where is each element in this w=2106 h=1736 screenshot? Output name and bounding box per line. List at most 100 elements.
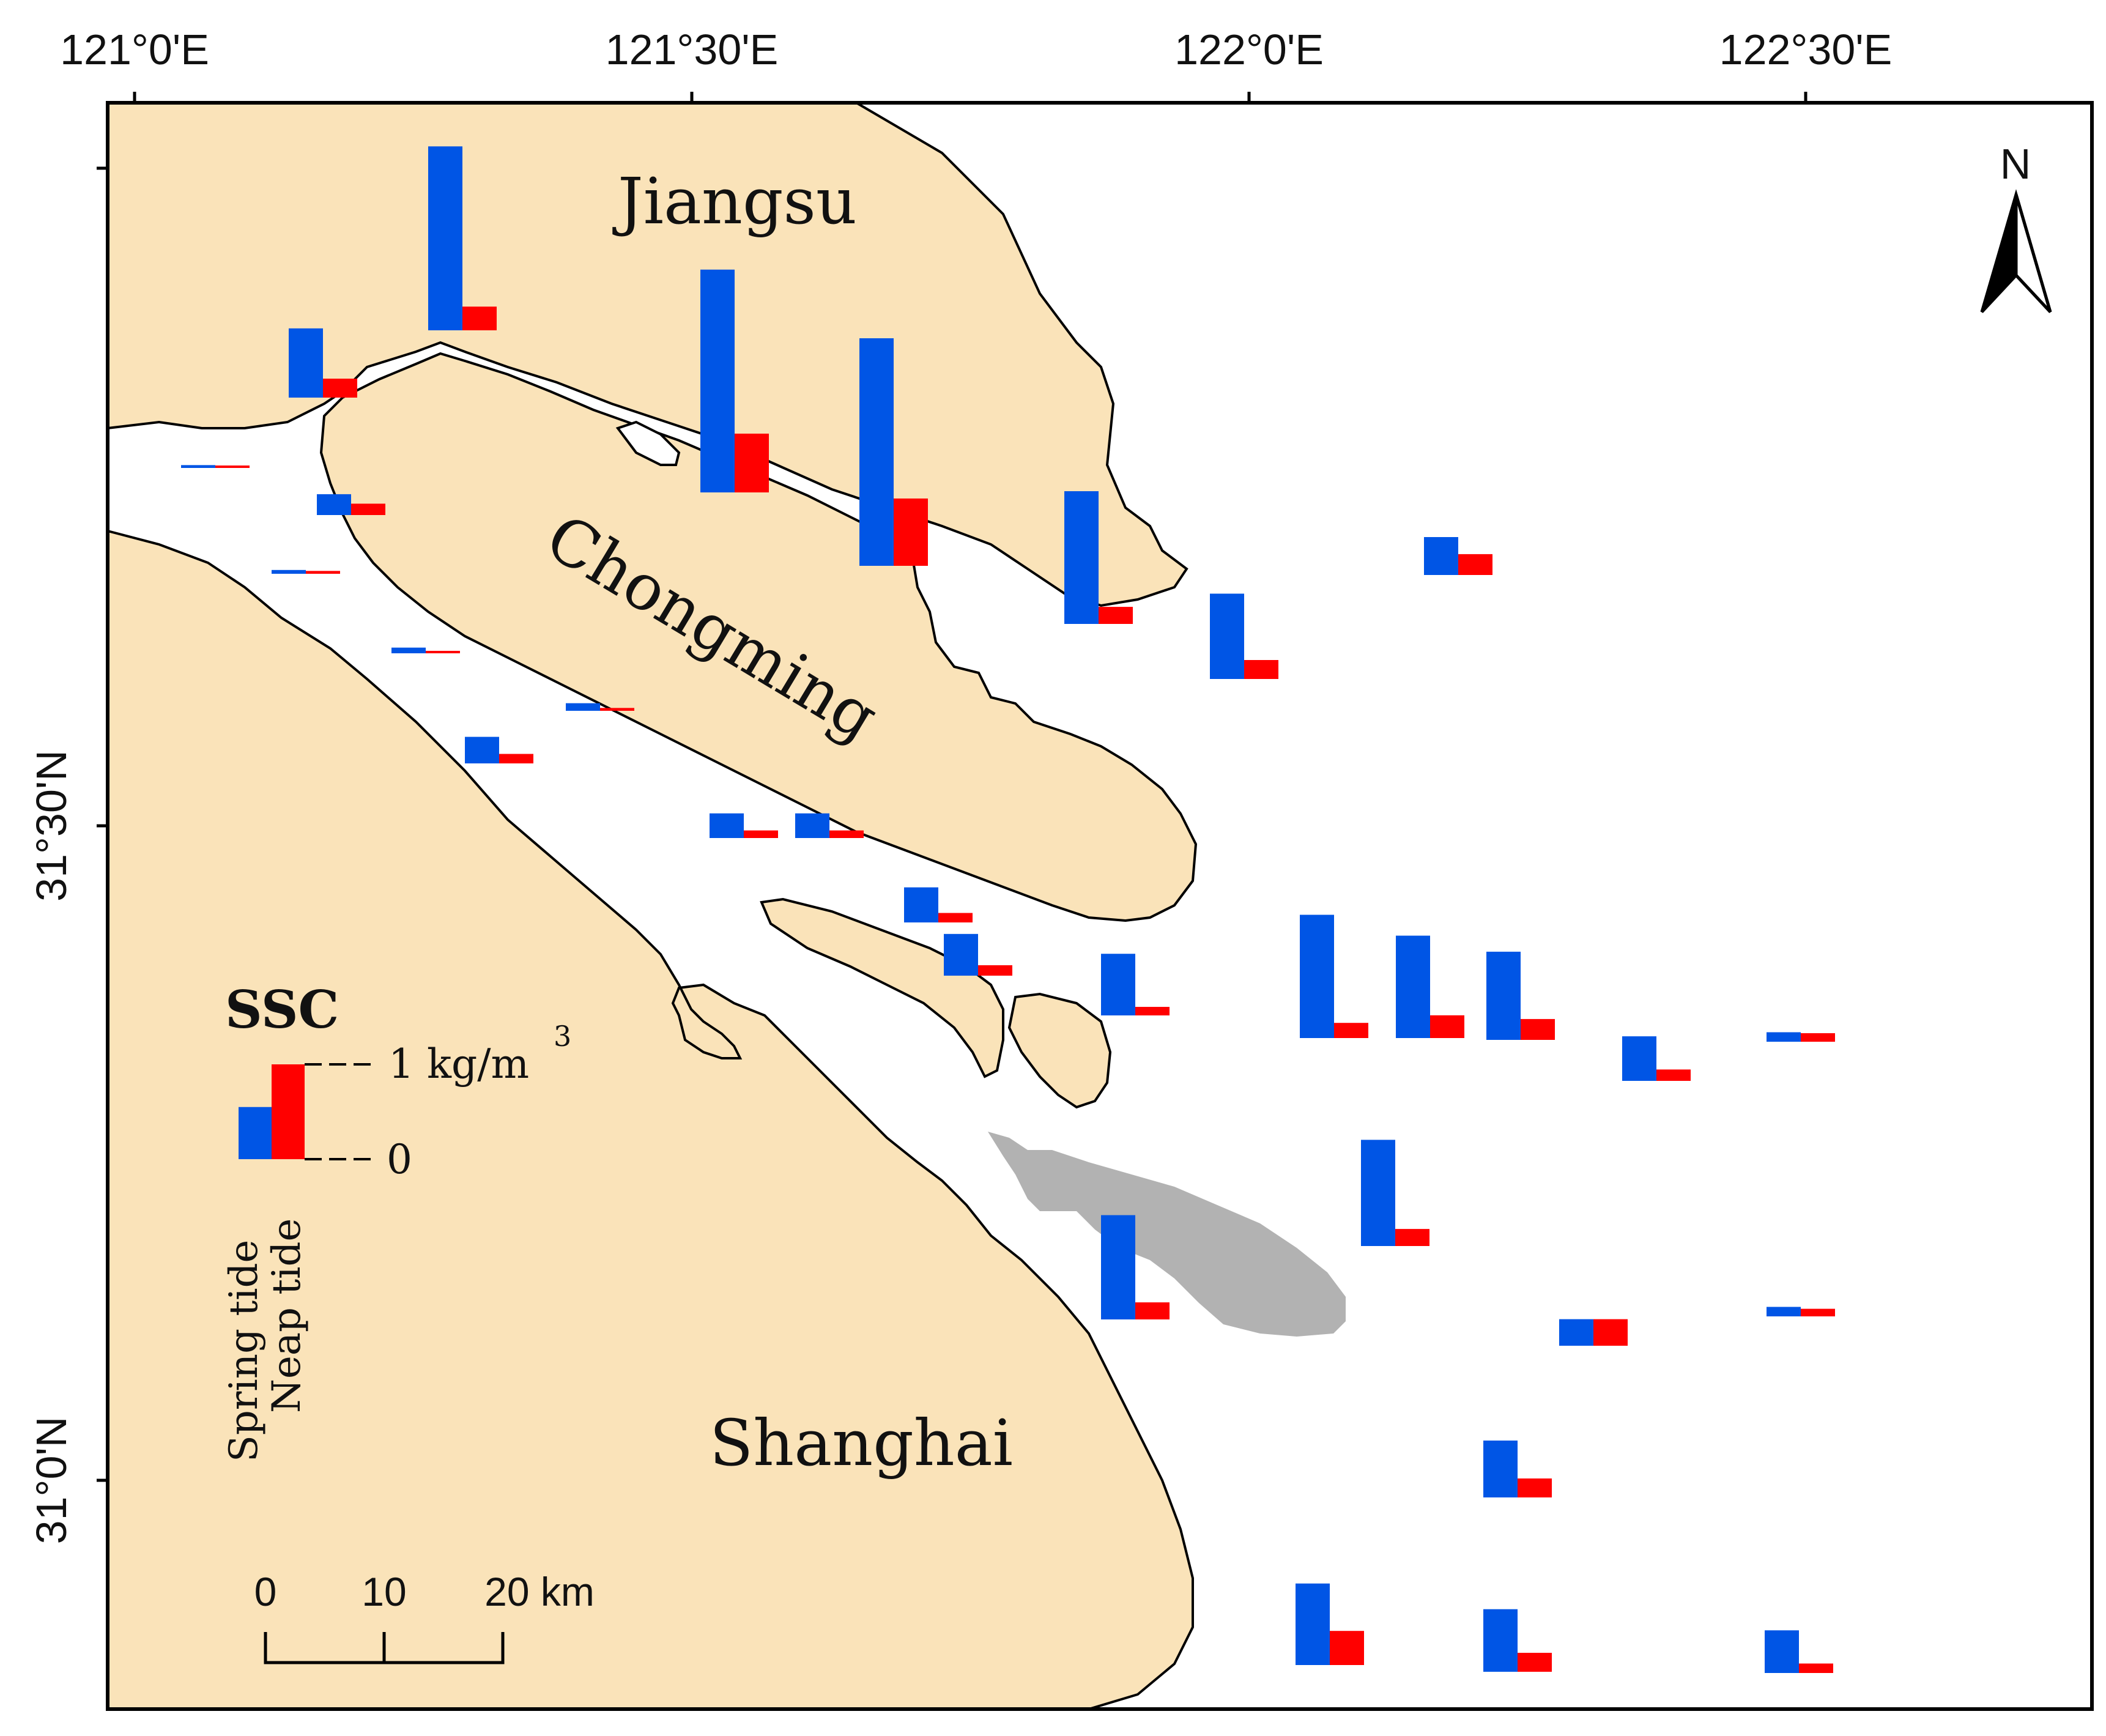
station-s22 [1622, 1036, 1691, 1081]
spring-tide-bar [1064, 491, 1099, 624]
spring-tide-bar [1483, 1441, 1518, 1497]
neap-tide-bar [499, 754, 533, 763]
station-s19 [1300, 914, 1368, 1038]
neap-tide-bar [600, 708, 634, 711]
north-arrow: N [1980, 140, 2052, 313]
neap-tide-bar [1395, 1229, 1429, 1246]
scale-bar: 0 10 20 km [254, 1569, 595, 1664]
neap-tide-bar [1801, 1308, 1835, 1316]
hengsha-island [1007, 992, 1112, 1109]
neap-tide-bar [1799, 1663, 1833, 1673]
neap-tide-bar [1330, 1631, 1364, 1665]
station-s2 [289, 328, 357, 398]
legend-zero-label: 0 [387, 1136, 412, 1183]
spring-tide-bar [1765, 1630, 1799, 1673]
lat-label-1: 31°30'N [28, 750, 75, 902]
legend-max-sup: 3 [554, 1020, 571, 1053]
legend-spring-label: Spring tide [221, 1240, 267, 1462]
station-s25 [1101, 1215, 1170, 1319]
station-s23 [1767, 1032, 1835, 1042]
lon-label-2: 121°30'E [606, 26, 779, 73]
spring-tide-bar [1101, 1215, 1135, 1319]
station-bars [181, 146, 1835, 1673]
shanghai-land [106, 529, 1194, 1710]
jiuduansha-shoal [988, 1132, 1346, 1337]
spring-tide-bar [1424, 537, 1458, 575]
station-s17 [944, 933, 1012, 976]
legend-neap-label: Neap tide [264, 1219, 310, 1413]
neap-tide-bar [1099, 607, 1133, 624]
station-s11 [1064, 491, 1133, 624]
spring-tide-bar [1483, 1609, 1518, 1672]
scale-label-0: 0 [254, 1569, 277, 1614]
spring-tide-bar [904, 887, 938, 922]
scale-label-20: 20 km [484, 1569, 595, 1614]
channel-islet [615, 420, 681, 466]
station-s21 [1486, 951, 1555, 1040]
spring-tide-bar [465, 736, 499, 763]
neap-tide-bar [1135, 1302, 1170, 1319]
spring-tide-bar [1559, 1319, 1593, 1346]
spring-tide-bar [566, 703, 600, 711]
neap-tide-bar [1458, 554, 1492, 575]
station-s14 [710, 813, 778, 838]
station-s26 [1559, 1319, 1628, 1346]
station-s28 [1483, 1441, 1552, 1497]
spring-tide-bar [700, 269, 735, 492]
spring-tide-bar [1296, 1583, 1330, 1665]
map-frame [106, 101, 2094, 1711]
station-s30 [1483, 1609, 1552, 1672]
neap-tide-bar [829, 830, 864, 838]
ssc-legend: SSC 1 kg/m 3 0 Spring tide Neap tide [221, 979, 571, 1462]
station-s20 [1396, 935, 1464, 1038]
station-s12 [1210, 593, 1278, 679]
spring-tide-bar [391, 647, 426, 653]
station-s1 [181, 465, 250, 468]
neap-tide-bar [938, 913, 973, 922]
neap-tide-bar [323, 379, 357, 398]
legend-title: SSC [225, 979, 339, 1040]
north-label: N [2000, 140, 2031, 188]
scale-label-10: 10 [362, 1569, 406, 1614]
neap-tide-bar [1135, 1007, 1170, 1015]
spring-tide-bar [1396, 935, 1430, 1038]
spring-tide-bar [272, 569, 306, 574]
spring-tide-bar [1361, 1140, 1395, 1246]
spring-tide-bar [1300, 914, 1334, 1038]
lat-label-2: 31°0'N [28, 1417, 75, 1545]
station-s4 [317, 494, 385, 515]
lon-label-1: 121°0'E [60, 26, 209, 73]
station-s7 [700, 269, 769, 492]
neap-tide-bar [426, 651, 460, 653]
station-s3 [428, 146, 497, 331]
north-arrow-icon [1980, 189, 2052, 313]
neap-tide-bar [1656, 1069, 1691, 1081]
graticule-ticks [97, 92, 1808, 1482]
neap-tide-bar [894, 498, 928, 566]
station-s31 [1765, 1630, 1833, 1673]
spring-tide-bar [1101, 954, 1135, 1015]
spring-tide-bar [710, 813, 744, 838]
neap-tide-bar [1521, 1018, 1555, 1040]
spring-tide-bar [1767, 1307, 1801, 1316]
spring-tide-bar [1486, 951, 1521, 1040]
station-s9 [465, 736, 533, 763]
station-s24 [1361, 1140, 1429, 1246]
neap-tide-bar [1334, 1023, 1368, 1038]
station-s15 [795, 813, 864, 838]
spring-tide-bar [944, 933, 978, 976]
spring-tide-bar [795, 813, 829, 838]
station-s6 [391, 647, 460, 653]
spring-tide-bar [859, 338, 894, 566]
lon-label-4: 122°30'E [1719, 26, 1893, 73]
legend-neap-bar [272, 1064, 305, 1159]
lon-label-3: 122°0'E [1174, 26, 1324, 73]
spring-tide-bar [181, 465, 215, 468]
neap-tide-bar [1593, 1319, 1628, 1346]
station-s8 [859, 338, 928, 566]
station-s27 [1767, 1307, 1835, 1316]
spring-tide-bar [289, 328, 323, 398]
neap-tide-bar [1430, 1015, 1464, 1038]
spring-tide-bar [428, 146, 462, 331]
neap-tide-bar [735, 433, 769, 492]
